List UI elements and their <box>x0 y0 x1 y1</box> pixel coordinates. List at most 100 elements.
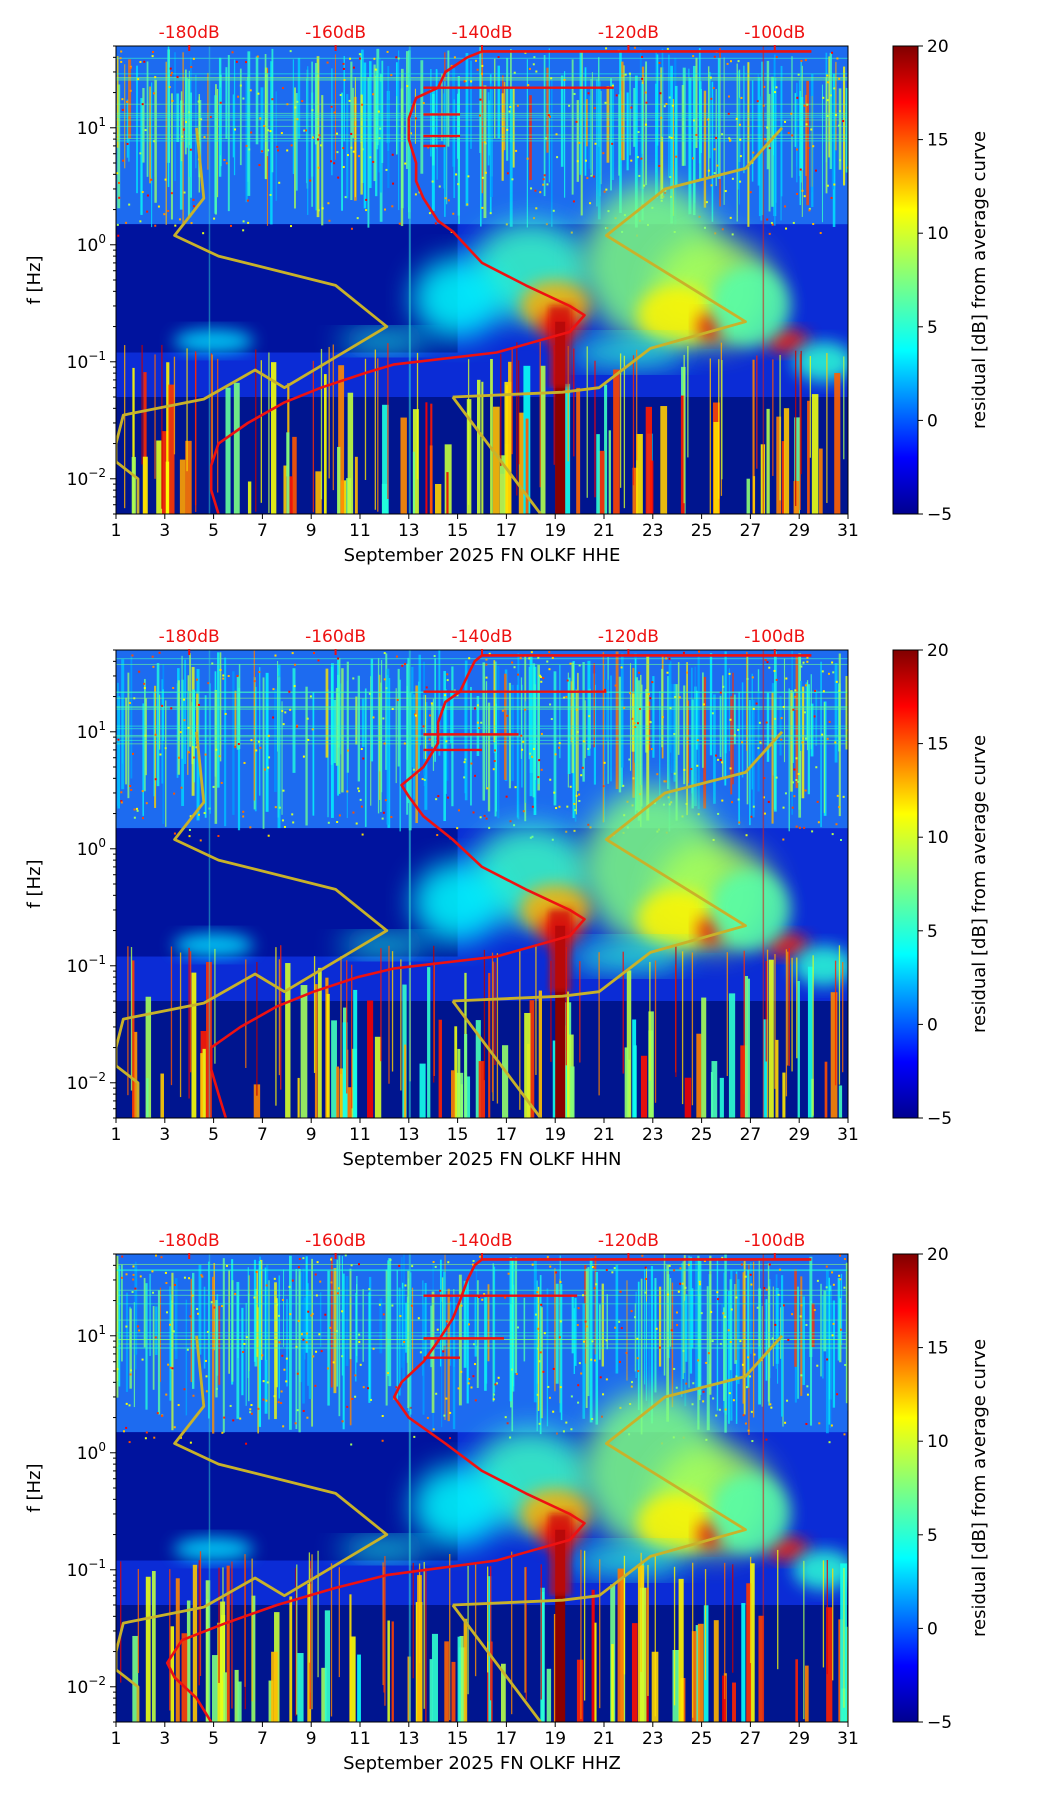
hf-streak <box>840 1273 843 1346</box>
speckle <box>281 819 284 822</box>
lf-thin-spike <box>779 354 781 501</box>
speckle <box>796 96 799 99</box>
speckle <box>248 148 251 151</box>
lf-spike <box>233 382 240 514</box>
speckle <box>360 805 363 808</box>
speckle <box>797 73 800 76</box>
speckle <box>647 692 650 695</box>
lf-spike <box>684 1077 692 1118</box>
hf-streak <box>283 1269 285 1347</box>
x-tick-label: 15 <box>447 521 469 541</box>
speckle <box>522 810 525 813</box>
speckle <box>129 66 132 69</box>
speckle <box>434 1265 437 1268</box>
speckle <box>768 1263 771 1266</box>
hf-streak <box>441 1301 443 1428</box>
hf-streak <box>746 656 749 805</box>
speckle <box>372 1347 375 1350</box>
speckle <box>506 128 509 131</box>
speckle <box>450 64 453 67</box>
colorbar <box>892 45 919 515</box>
speckle <box>352 677 355 680</box>
speckle <box>832 671 835 674</box>
speckle <box>709 76 712 79</box>
hf-streak <box>133 1302 136 1408</box>
speckle <box>584 1320 587 1323</box>
speckle <box>577 1401 580 1404</box>
hf-streak <box>709 1255 712 1395</box>
hf-streak <box>728 668 731 752</box>
speckle <box>559 1320 562 1323</box>
hf-line <box>116 78 848 80</box>
hf-streak <box>689 1256 693 1374</box>
hf-streak <box>146 61 149 177</box>
speckle <box>255 1271 258 1274</box>
db-tick-label: -160dB <box>305 627 366 647</box>
lf-spike <box>349 1594 352 1722</box>
speckle <box>539 676 542 679</box>
speckle <box>141 790 144 793</box>
speckle <box>242 97 245 100</box>
speckle <box>245 61 248 64</box>
speckle <box>830 1424 833 1427</box>
y-tick-label: 100 <box>77 1440 106 1464</box>
hf-streak <box>585 1268 588 1408</box>
hf-streak <box>691 1288 694 1349</box>
speckle <box>729 718 732 721</box>
hf-streak <box>117 84 121 209</box>
hf-streak <box>688 68 690 215</box>
hf-streak <box>274 1282 277 1420</box>
speckle <box>263 125 266 128</box>
speckle <box>330 1258 333 1261</box>
speckle <box>839 839 842 842</box>
x-tick-label: 21 <box>593 1125 615 1145</box>
hf-streak <box>723 57 725 205</box>
hf-streak <box>668 54 670 178</box>
hf-streak <box>253 650 255 801</box>
speckle <box>282 87 285 90</box>
speckle <box>513 71 516 74</box>
speckle <box>711 712 714 715</box>
speckle <box>645 101 648 104</box>
lf-spike <box>613 369 620 514</box>
lf-spike <box>314 984 318 1118</box>
hf-streak <box>237 1295 239 1358</box>
event-column <box>555 925 566 1118</box>
speckle <box>586 177 589 180</box>
speckle <box>505 223 508 226</box>
hf-streak <box>130 656 133 779</box>
x-tick-label: 11 <box>349 1729 371 1749</box>
lf-spike <box>636 433 643 514</box>
x-axis-label: September 2025 FN OLKF HHN <box>343 1149 622 1170</box>
speckle <box>815 766 818 769</box>
speckle <box>758 721 761 724</box>
speckle <box>132 1265 135 1268</box>
lf-thin-spike <box>812 955 814 1116</box>
speckle <box>381 1439 384 1442</box>
speckle <box>367 1387 370 1390</box>
speckle <box>170 192 173 195</box>
speckle <box>250 1404 253 1407</box>
lf-spike <box>596 434 600 514</box>
lf-spike <box>297 1653 304 1722</box>
lf-thin-spike <box>320 348 323 500</box>
hf-line <box>116 697 848 699</box>
speckle <box>717 758 720 761</box>
hf-streak <box>140 98 143 215</box>
speckle <box>545 137 548 140</box>
hf-streak <box>681 85 685 166</box>
speckle <box>547 114 550 117</box>
speckle <box>780 738 783 741</box>
lf-thin-spike <box>383 1566 385 1693</box>
speckle <box>145 802 148 805</box>
speckle <box>630 106 633 109</box>
hf-streak <box>134 1261 137 1370</box>
speckle <box>821 733 824 736</box>
lf-spike <box>617 1568 624 1722</box>
hf-streak <box>346 661 349 773</box>
lf-thin-spike <box>351 964 353 1109</box>
speckle <box>269 130 272 133</box>
lf-thin-spike <box>194 351 197 506</box>
hf-streak <box>387 1260 390 1377</box>
speckle <box>638 671 641 674</box>
